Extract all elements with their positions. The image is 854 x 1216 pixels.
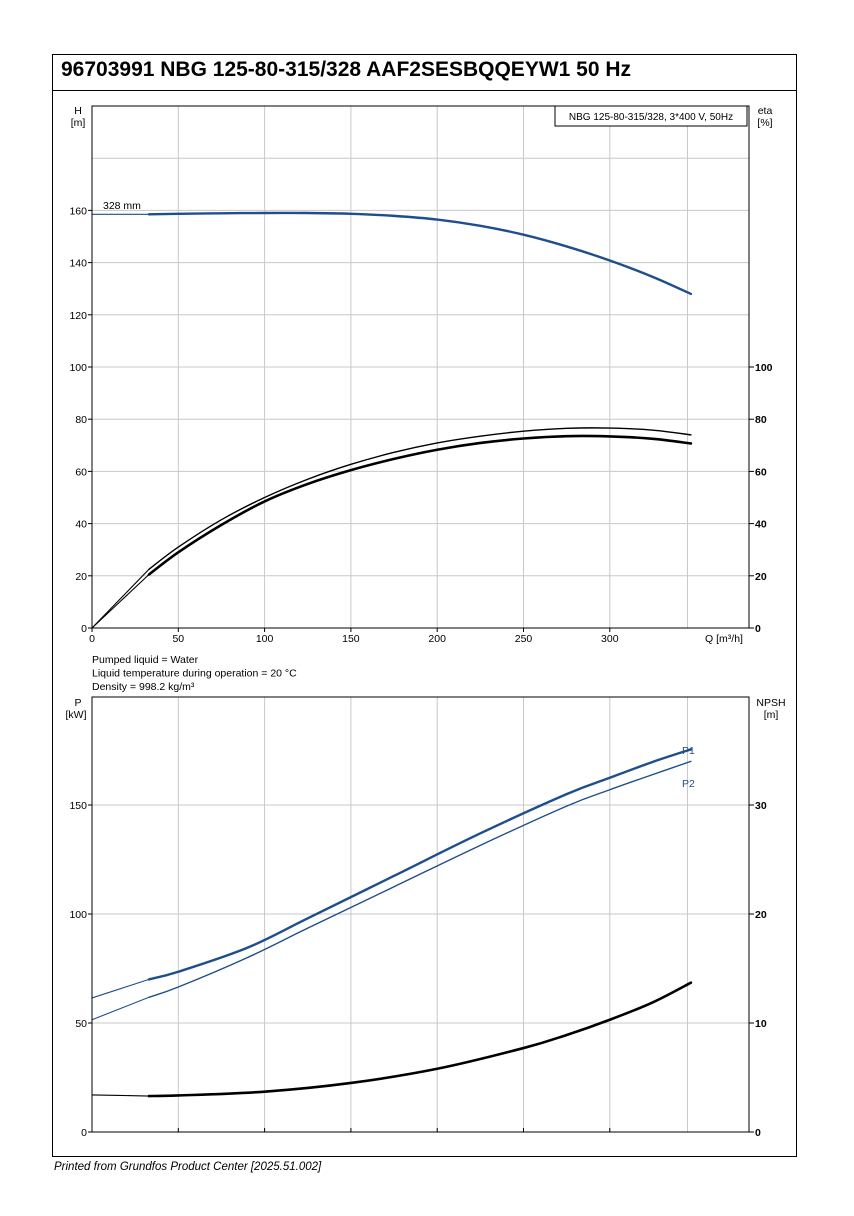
top-labels: 0 50 100 150 200 250 300 Q [m³/h]02040608010012… [69,105,772,693]
curve-extension-3 [91,1094,149,1097]
top-grid [92,106,749,628]
bottom-left-axis-title: P [74,697,81,709]
top-right-tick-label: 80 [755,414,767,426]
top-x-axis-label: Q [m³/h] [705,633,743,645]
bottom-labels: 0 50 100 150 0 10 20 30 P[kW] NPSH[m] P1 P2 [66,697,786,1139]
top-left-tick-label: 0 [81,623,87,635]
power-curve-p1 [147,748,693,981]
curve-extension-1 [91,978,150,999]
top-legend-box [554,105,748,127]
efficiency-curve-1 [148,427,692,570]
liquid-note: Liquid temperature during operation = 20… [92,668,297,680]
top-x-tick-label: 200 [428,633,446,645]
curve-extension-2 [91,996,150,1021]
bottom-left-tick-label: 100 [69,909,87,921]
top-x-tick-label: 150 [342,633,360,645]
top-x-tick-label: 100 [256,633,274,645]
curve-extension-3 [91,574,150,629]
bottom-left-axis-unit: [kW] [66,709,87,721]
top-left-axis-unit: [m] [71,117,86,129]
bottom-left-tick-label: 150 [69,800,87,812]
top-curves [91,211,693,629]
document-title: 96703991 NBG 125-80-315/328 AAF2SESBQQEY… [61,58,632,81]
top-right-axis-title: eta [758,105,773,117]
page-frame [52,54,797,1157]
top-left-tick-label: 80 [75,414,87,426]
top-x-tick-label: 250 [515,633,533,645]
bottom-left-tick-label: 50 [75,1018,87,1030]
top-left-tick-label: 140 [69,258,87,270]
top-left-tick-label: 40 [75,519,87,531]
bottom-right-tick-label: 30 [755,800,767,812]
liquid-note: Density = 998.2 kg/m³ [92,681,195,693]
bottom-right-axis-title: NPSH [756,697,785,709]
head-curve-328mm [147,211,693,296]
p1-label: P1 [682,745,695,757]
top-right-tick-label: 20 [755,571,767,583]
top-left-tick-label: 60 [75,466,87,478]
bottom-right-tick-label: 0 [755,1127,761,1139]
bottom-right-axis-unit: [m] [764,709,779,721]
top-left-tick-label: 160 [69,205,87,217]
bottom-left-tick-label: 0 [81,1127,87,1139]
top-x-tick-label: 300 [601,633,619,645]
bottom-grid [92,697,749,1132]
top-right-tick-label: 40 [755,519,767,531]
efficiency-curve-2 [147,434,693,576]
bottom-right-tick-label: 20 [755,909,767,921]
top-right-tick-label: 100 [755,362,773,374]
print-footer: Printed from Grundfos Product Center [20… [54,1161,322,1173]
top-left-tick-label: 100 [69,362,87,374]
top-left-axis-title: H [74,105,82,117]
npsh-curve [147,981,693,1098]
top-right-axis-unit: [%] [757,117,772,129]
top-left-tick-label: 120 [69,310,87,322]
top-axes [88,105,754,632]
bottom-curves [91,748,693,1098]
head-curve-label: 328 mm [103,200,141,212]
top-left-tick-label: 20 [75,571,87,583]
liquid-note: Pumped liquid = Water [92,654,199,666]
power-curve-p2 [148,760,692,998]
top-x-tick-label: 50 [172,633,184,645]
p2-label: P2 [682,778,695,790]
top-legend-text: NBG 125-80-315/328, 3*400 V, 50Hz [569,112,733,123]
top-right-tick-label: 0 [755,623,761,635]
title-divider [52,90,797,91]
top-right-tick-label: 60 [755,466,767,478]
bottom-right-tick-label: 10 [755,1018,767,1030]
top-x-tick-label: 0 [89,633,95,645]
bottom-axes [88,696,754,1133]
